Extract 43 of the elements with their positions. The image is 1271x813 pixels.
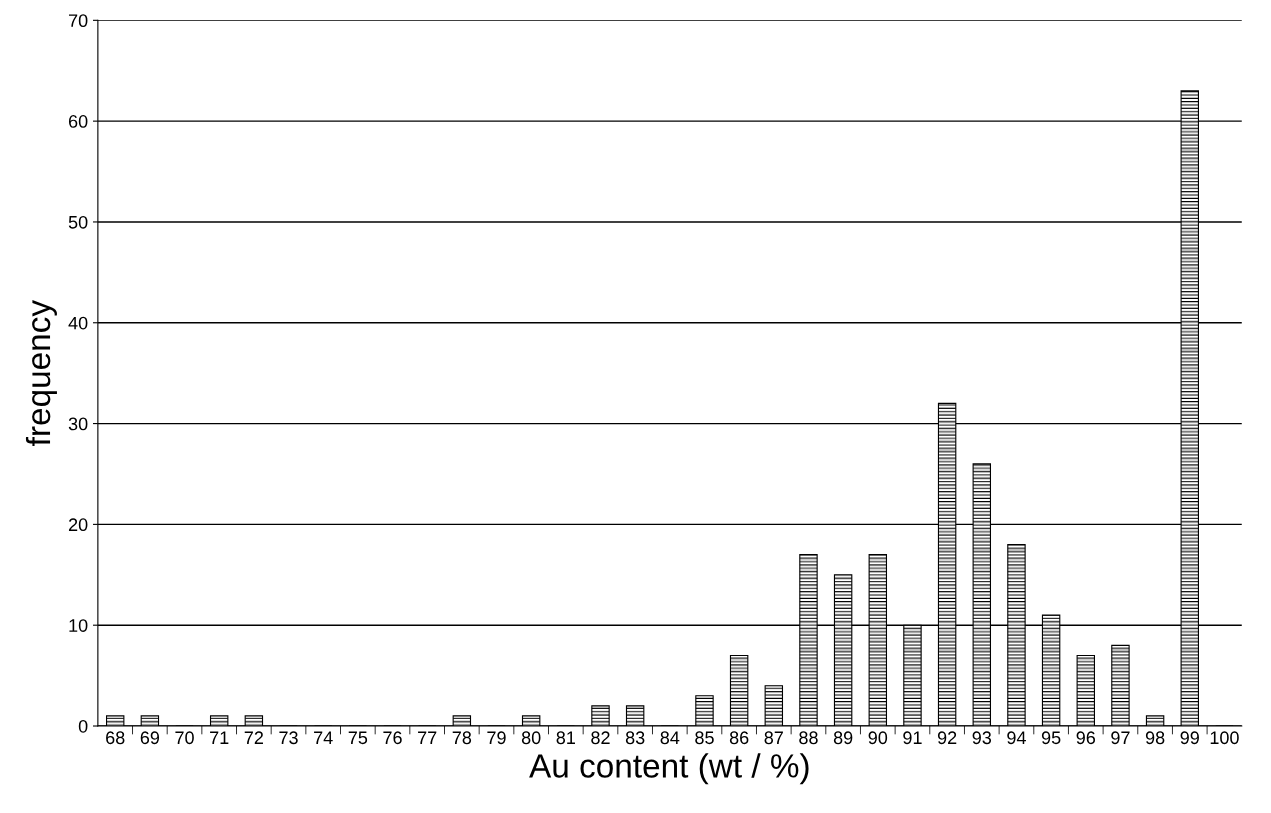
y-tick-label: 20: [68, 518, 88, 532]
x-tick-label: 96: [1076, 731, 1096, 745]
y-tick-label: 70: [68, 14, 88, 28]
y-tick-label: 0: [78, 719, 88, 733]
x-tick-label: 95: [1041, 731, 1061, 745]
x-tick-label: 81: [556, 731, 575, 745]
x-tick-label: 82: [591, 731, 610, 745]
x-tick-label: 84: [660, 731, 680, 745]
x-tick-label: 100: [1210, 731, 1239, 745]
x-tick-label: 85: [695, 731, 714, 745]
x-tick-label: 74: [314, 731, 333, 744]
x-tick-label: 98: [1145, 731, 1165, 745]
y-tick-label: 30: [68, 417, 88, 431]
x-tick-label: 88: [799, 731, 818, 745]
x-tick-label: 80: [521, 731, 541, 745]
y-tick-label: 50: [68, 215, 88, 229]
x-tick-label: 78: [452, 731, 472, 745]
y-axis-title: frequency: [25, 300, 57, 446]
x-tick-label: 94: [1007, 731, 1026, 745]
x-tick-label: 70: [175, 731, 194, 745]
x-tick-label: 79: [487, 731, 506, 745]
x-tick-label: 87: [764, 731, 783, 745]
y-tick-label: 40: [68, 316, 88, 330]
x-tick-label: 90: [868, 731, 888, 745]
y-tick-label: 10: [69, 619, 88, 632]
x-tick-label: 97: [1111, 731, 1130, 745]
x-tick-label: 86: [729, 731, 749, 745]
y-tick-label: 60: [68, 115, 88, 128]
x-axis-title: Au content (wt / %): [529, 753, 809, 785]
x-tick-label: 75: [348, 731, 368, 745]
x-tick-label: 91: [903, 731, 922, 745]
x-tick-label: 68: [106, 731, 125, 745]
x-tick-label: 71: [210, 731, 229, 744]
x-tick-label: 72: [244, 731, 263, 744]
x-tick-label: 99: [1180, 731, 1199, 745]
x-tick-label: 77: [418, 731, 437, 744]
x-tick-label: 83: [625, 731, 645, 745]
x-tick-label: 73: [279, 731, 298, 745]
x-tick-label: 93: [972, 731, 992, 745]
x-tick-label: 69: [140, 731, 160, 745]
x-tick-label: 92: [937, 731, 957, 745]
x-tick-label: 89: [833, 731, 853, 745]
x-tick-label: 76: [383, 731, 402, 745]
